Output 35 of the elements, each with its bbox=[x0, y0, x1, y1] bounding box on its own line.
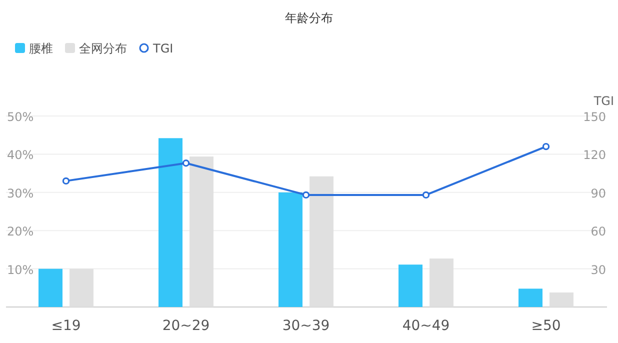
y2-tick-label: 120 bbox=[583, 148, 606, 162]
bar bbox=[310, 176, 334, 307]
y2-tick-label: 30 bbox=[590, 262, 606, 277]
x-tick-label: 30~39 bbox=[282, 318, 330, 334]
x-tick-label: 20~29 bbox=[162, 318, 210, 334]
point bbox=[422, 191, 430, 199]
y2-tick-label: 90 bbox=[590, 186, 606, 200]
point bbox=[182, 160, 190, 167]
point bbox=[542, 142, 550, 150]
x-tick-label: 40~49 bbox=[402, 318, 450, 334]
y2-axis-title: TGI bbox=[592, 94, 614, 108]
bar bbox=[158, 138, 182, 307]
y-tick-label: 20% bbox=[7, 224, 34, 239]
bar bbox=[518, 288, 542, 307]
y-tick-label: 50% bbox=[7, 110, 34, 124]
y2-tick-label: 150 bbox=[583, 110, 606, 124]
bar bbox=[278, 192, 302, 307]
chart-title: 年龄分布 bbox=[285, 11, 333, 25]
bar bbox=[430, 258, 454, 307]
y-tick-label: 10% bbox=[7, 262, 34, 277]
point bbox=[302, 191, 310, 199]
bar bbox=[550, 292, 574, 307]
y-tick-label: 30% bbox=[7, 186, 34, 200]
bar bbox=[398, 264, 422, 307]
bar bbox=[70, 268, 94, 307]
x-tick-label: ≥50 bbox=[531, 318, 561, 334]
legend-label: 腰椎 bbox=[29, 42, 53, 56]
legend-label: 全网分布 bbox=[79, 42, 127, 56]
bar bbox=[190, 156, 214, 307]
legend-label: TGI bbox=[152, 42, 174, 56]
point bbox=[62, 177, 70, 185]
y2-tick-label: 60 bbox=[590, 224, 606, 239]
y-tick-label: 40% bbox=[7, 148, 34, 162]
x-tick-label: ≤19 bbox=[51, 318, 81, 334]
bar bbox=[38, 268, 62, 307]
